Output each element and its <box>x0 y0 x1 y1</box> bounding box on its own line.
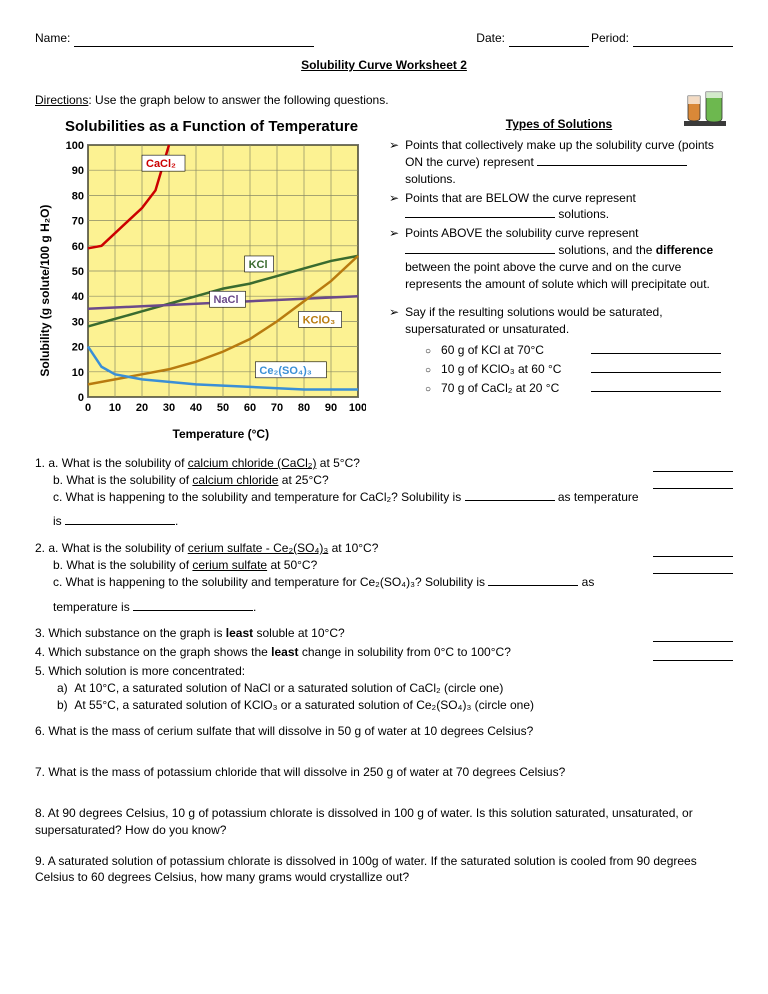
svg-text:Ce₂(SO₄)₃: Ce₂(SO₄)₃ <box>259 365 312 377</box>
answer-blank[interactable] <box>488 585 578 586</box>
directions-text: : Use the graph below to answer the foll… <box>88 93 388 107</box>
question-6: 6. What is the mass of cerium sulfate th… <box>35 723 733 740</box>
answer-blank[interactable] <box>653 644 733 661</box>
date-blank[interactable] <box>509 30 589 47</box>
period-label: Period: <box>591 30 629 47</box>
svg-text:KClO₃: KClO₃ <box>302 315 335 327</box>
bullet-arrow-icon: ➢ <box>389 304 399 338</box>
svg-text:30: 30 <box>72 317 84 329</box>
question-3: 3. Which substance on the graph is least… <box>35 625 733 642</box>
chart-column: Solubilities as a Function of Temperatur… <box>35 116 375 443</box>
svg-text:10: 10 <box>72 367 84 379</box>
chart-xlabel: Temperature (°C) <box>76 426 366 443</box>
question-2: 2. a. What is the solubility of cerium s… <box>35 540 733 615</box>
svg-text:NaCl: NaCl <box>213 295 238 307</box>
svg-text:60: 60 <box>72 241 84 253</box>
svg-text:80: 80 <box>298 402 310 414</box>
answer-blank[interactable] <box>133 610 253 611</box>
circle-bullet-icon: ○ <box>425 345 431 359</box>
questions-section: 1. a. What is the solubility of calcium … <box>35 455 733 886</box>
bullet-arrow-icon: ➢ <box>389 190 399 224</box>
svg-text:KCl: KCl <box>248 259 267 271</box>
answer-blank[interactable] <box>653 625 733 642</box>
answer-blank[interactable] <box>465 500 555 501</box>
name-label: Name: <box>35 30 70 47</box>
svg-text:CaCl₂: CaCl₂ <box>146 159 176 171</box>
directions-label: Directions <box>35 93 88 107</box>
svg-text:60: 60 <box>244 402 256 414</box>
date-label: Date: <box>476 30 505 47</box>
svg-text:100: 100 <box>349 402 366 414</box>
svg-text:0: 0 <box>78 392 84 404</box>
types-bullet: ➢Points that are BELOW the curve represe… <box>385 190 733 224</box>
beakers-icon <box>682 88 728 128</box>
svg-text:50: 50 <box>217 402 229 414</box>
svg-text:30: 30 <box>163 402 175 414</box>
svg-text:40: 40 <box>72 292 84 304</box>
types-title: Types of Solutions <box>385 116 733 133</box>
answer-blank[interactable] <box>591 372 721 373</box>
question-1: 1. a. What is the solubility of calcium … <box>35 455 733 530</box>
answer-blank[interactable] <box>537 165 687 166</box>
circle-bullet-icon: ○ <box>425 364 431 378</box>
svg-text:90: 90 <box>325 402 337 414</box>
question-9: 9. A saturated solution of potassium chl… <box>35 853 733 887</box>
answer-blank[interactable] <box>65 524 175 525</box>
answer-blank[interactable] <box>591 353 721 354</box>
worksheet-title: Solubility Curve Worksheet 2 <box>35 57 733 74</box>
say-intro-line: ➢ Say if the resulting solutions would b… <box>385 304 733 338</box>
say-sub-item: ○10 g of KClO₃ at 60 °C <box>425 361 733 378</box>
question-4: 4. Which substance on the graph shows th… <box>35 644 733 661</box>
chart-ylabel: Solubility (g solute/100 g H₂O) <box>35 139 56 443</box>
bullet-arrow-icon: ➢ <box>389 137 399 187</box>
svg-text:20: 20 <box>72 342 84 354</box>
types-column: Types of Solutions ➢Points that collecti… <box>385 116 733 443</box>
directions: Directions: Use the graph below to answe… <box>35 92 733 109</box>
bullet-arrow-icon: ➢ <box>389 225 399 292</box>
svg-text:10: 10 <box>109 402 121 414</box>
answer-blank[interactable] <box>405 253 555 254</box>
name-blank[interactable] <box>74 30 314 47</box>
svg-text:70: 70 <box>72 216 84 228</box>
svg-text:90: 90 <box>72 166 84 178</box>
svg-text:0: 0 <box>85 402 91 414</box>
answer-blank[interactable] <box>591 391 721 392</box>
circle-bullet-icon: ○ <box>425 383 431 397</box>
question-7: 7. What is the mass of potassium chlorid… <box>35 764 733 781</box>
svg-text:100: 100 <box>65 140 83 152</box>
answer-blank[interactable] <box>653 557 733 574</box>
svg-text:20: 20 <box>136 402 148 414</box>
say-sub-item: ○60 g of KCl at 70°C <box>425 342 733 359</box>
chart-plot: 0 10 20 30 40 50 60 70 80 90 100 0 10 20 30 40 50 60 70 80 9… <box>56 139 366 424</box>
header-row: Name: Date: Period: <box>35 30 733 47</box>
say-intro: Say if the resulting solutions would be … <box>405 304 733 338</box>
svg-text:80: 80 <box>72 191 84 203</box>
answer-blank[interactable] <box>405 217 555 218</box>
period-blank[interactable] <box>633 30 733 47</box>
svg-text:70: 70 <box>271 402 283 414</box>
question-8: 8. At 90 degrees Celsius, 10 g of potass… <box>35 805 733 839</box>
question-5: 5. Which solution is more concentrated: … <box>35 663 733 713</box>
svg-text:50: 50 <box>72 266 84 278</box>
say-sub-item: ○70 g of CaCl₂ at 20 °C <box>425 380 733 397</box>
answer-blank[interactable] <box>653 540 733 557</box>
svg-text:40: 40 <box>190 402 202 414</box>
chart-title: Solubilities as a Function of Temperatur… <box>65 116 375 137</box>
answer-blank[interactable] <box>653 472 733 489</box>
types-bullet: ➢Points ABOVE the solubility curve repre… <box>385 225 733 292</box>
types-bullet: ➢Points that collectively make up the so… <box>385 137 733 187</box>
answer-blank[interactable] <box>653 455 733 472</box>
